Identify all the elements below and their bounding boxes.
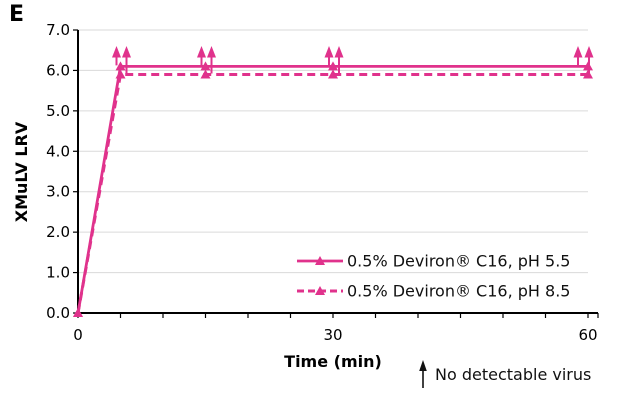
panel-label: E <box>9 2 25 27</box>
series-marker-solid <box>115 61 126 71</box>
legend-label: 0.5% Deviron® C16, pH 8.5 <box>347 282 570 301</box>
y-tick-label: 3.0 <box>46 183 70 201</box>
x-axis-title: Time (min) <box>284 352 382 371</box>
y-tick-label: 0.0 <box>46 304 70 322</box>
series-marker-dashed <box>328 69 338 79</box>
no-detect-arrow-head <box>573 46 583 58</box>
no-detect-arrow-head <box>197 46 206 58</box>
y-tick-label: 6.0 <box>46 61 70 79</box>
y-tick-label: 2.0 <box>46 223 70 241</box>
tick-labels: 0.0 1.0 2.0 3.0 4.0 5.0 6.0 7.0 0 30 60 <box>46 21 597 344</box>
legend-marker <box>315 286 325 295</box>
y-axis-title: XMuLV LRV <box>12 121 31 222</box>
no-detect-arrow-head <box>584 46 594 58</box>
no-detect-arrows <box>112 46 594 74</box>
x-tick-label: 60 <box>578 326 597 344</box>
series-marker-dashed <box>583 69 593 79</box>
series-marker-dashed <box>73 308 83 317</box>
legend-label: 0.5% Deviron® C16, pH 5.5 <box>347 252 570 271</box>
series-marker-dashed <box>115 69 126 79</box>
series-marker-dashed <box>200 69 211 79</box>
y-tick-label: 5.0 <box>46 102 70 120</box>
series-line-dashed <box>76 72 588 314</box>
x-tick-label: 30 <box>323 326 342 344</box>
y-tick-label: 1.0 <box>46 264 70 282</box>
no-detect-arrow-head <box>207 46 216 58</box>
data-series <box>73 61 593 317</box>
series-marker-solid <box>328 61 338 71</box>
footnote-text: No detectable virus <box>435 364 592 384</box>
up-arrow-icon <box>419 360 427 388</box>
series-marker-solid <box>200 61 211 71</box>
gridlines <box>78 29 588 274</box>
legend: 0.5% Deviron® C16, pH 5.5 0.5% Deviron® C… <box>297 252 570 301</box>
footnote: No detectable virus <box>416 358 591 390</box>
series-line-solid <box>76 64 588 314</box>
no-detect-arrow-head <box>112 46 121 58</box>
no-detect-arrow-head <box>334 46 344 58</box>
no-detect-arrow-head <box>324 46 334 58</box>
x-tick-label: 0 <box>73 326 83 344</box>
axes <box>77 30 598 314</box>
y-tick-label: 7.0 <box>46 21 70 39</box>
legend-marker <box>315 256 325 265</box>
no-detect-arrow-head <box>122 46 131 58</box>
y-tick-label: 4.0 <box>46 142 70 160</box>
